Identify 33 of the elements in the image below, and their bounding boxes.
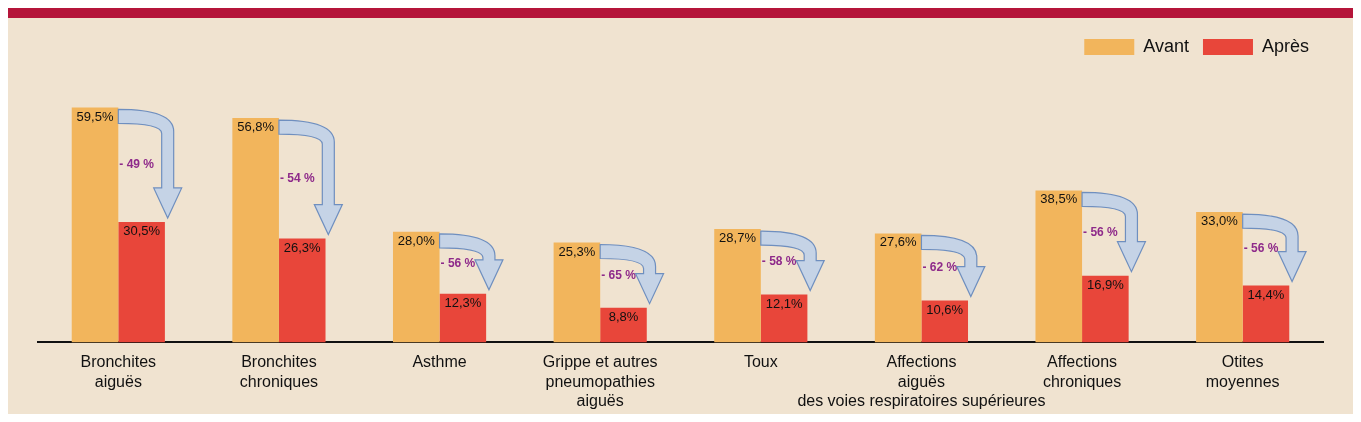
annotation: - 65 % [601,267,637,282]
x-tick-label: Asthme [412,353,467,371]
annotation: - 58 % [761,254,797,269]
data-label: 30,5% [123,223,161,239]
data-label: 28,7% [719,230,757,246]
annotation: - 54 % [279,170,315,185]
data-label: 59,5% [76,108,114,124]
legend-label: Avant [1143,35,1189,56]
annotation: - 49 % [119,157,155,172]
annotation: - 56 % [1243,241,1279,256]
x-tick-label: Grippe et autres pneumopathies aiguës [542,353,658,409]
data-label: 27,6% [879,234,918,250]
data-label: 56,8% [237,119,275,135]
data-label: 8,8% [608,308,639,324]
data-label: 10,6% [926,301,964,317]
x-tick-label: Toux [743,353,778,371]
annotation: - 62 % [922,259,958,274]
data-label: 25,3% [558,243,596,259]
data-label: 33,0% [1200,213,1239,229]
bar [71,107,119,343]
x-tick-label: Bronchites aiguës [80,353,157,390]
data-label: 38,5% [1040,191,1078,207]
annotation: - 56 % [440,255,476,270]
data-label: 28,0% [397,232,436,248]
data-label: 14,4% [1247,286,1285,302]
data-label: 12,3% [444,294,482,310]
annotation: - 56 % [1083,225,1119,240]
data-label: 26,3% [283,239,322,255]
data-label: 16,9% [1086,276,1125,292]
data-label: 12,1% [765,295,803,311]
legend-label: Après [1261,35,1310,56]
x-tick-label: Bronchites chroniques [239,353,319,390]
x-tick-label: Otites moyennes [1205,353,1280,390]
